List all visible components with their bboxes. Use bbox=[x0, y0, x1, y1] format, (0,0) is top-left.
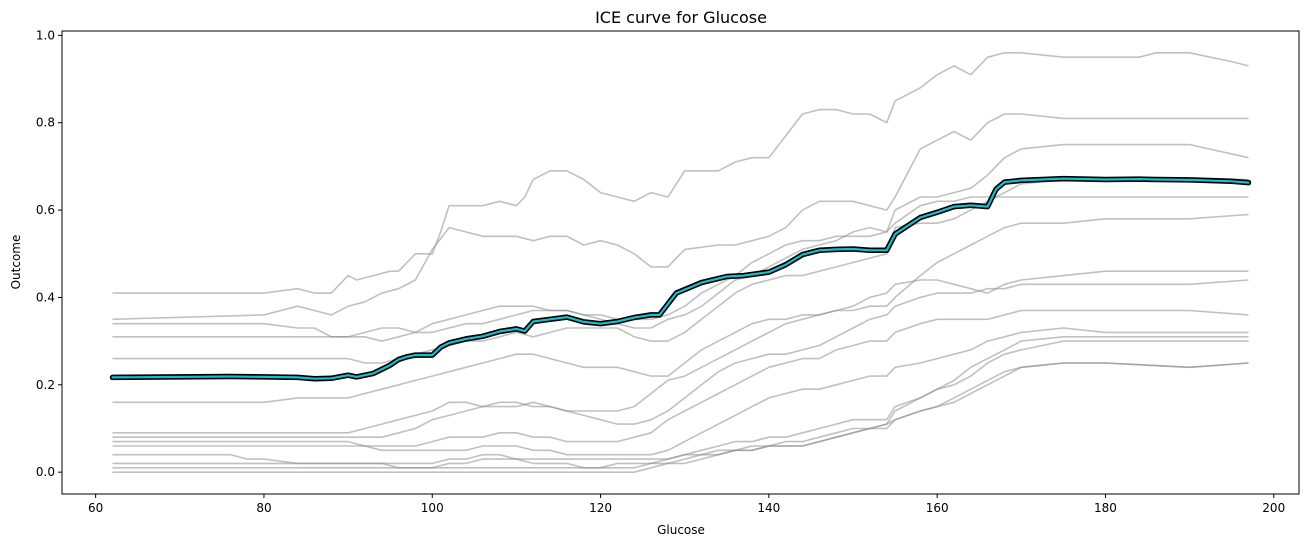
y-tick-label: 0.8 bbox=[36, 116, 55, 130]
y-axis-label: Outcome bbox=[9, 235, 23, 290]
ice-line-3 bbox=[112, 143, 1249, 338]
x-tick-label: 200 bbox=[1262, 501, 1285, 515]
x-tick-label: 120 bbox=[589, 501, 612, 515]
ice-line-1 bbox=[112, 51, 1249, 294]
y-tick-label: 0.2 bbox=[36, 378, 55, 392]
ice-line-13 bbox=[112, 362, 1249, 469]
x-tick-label: 140 bbox=[757, 501, 780, 515]
y-tick-label: 0.4 bbox=[36, 290, 55, 304]
chart-title: ICE curve for Glucose bbox=[595, 8, 767, 27]
ice-lines-group bbox=[112, 51, 1249, 474]
y-tick-label: 0.6 bbox=[36, 203, 55, 217]
ice-line-9 bbox=[112, 309, 1249, 447]
ice-line-4 bbox=[112, 196, 1249, 342]
ice-line-2 bbox=[112, 113, 1249, 321]
ice-line-8 bbox=[112, 279, 1249, 439]
y-tick-label: 0.0 bbox=[36, 465, 55, 479]
mean-line bbox=[111, 177, 1250, 380]
ice-line-12 bbox=[112, 335, 1249, 469]
x-tick-label: 100 bbox=[421, 501, 444, 515]
x-tick-label: 80 bbox=[256, 501, 271, 515]
y-axis: 0.0 0.2 0.4 0.6 0.8 1.0 bbox=[36, 28, 62, 479]
ice-line-14 bbox=[112, 362, 1249, 474]
x-axis: 60 80 100 120 140 160 180 200 bbox=[88, 494, 1285, 515]
x-tick-label: 160 bbox=[926, 501, 949, 515]
x-axis-label: Glucose bbox=[657, 523, 705, 537]
x-tick-label: 60 bbox=[88, 501, 103, 515]
ice-line-10 bbox=[112, 327, 1249, 456]
x-tick-label: 180 bbox=[1094, 501, 1117, 515]
plot-frame bbox=[61, 30, 1300, 495]
y-tick-label: 1.0 bbox=[36, 28, 55, 42]
mean-line-group bbox=[109, 175, 1252, 382]
ice-line-6 bbox=[112, 213, 1249, 404]
ice-line-7 bbox=[112, 270, 1249, 434]
